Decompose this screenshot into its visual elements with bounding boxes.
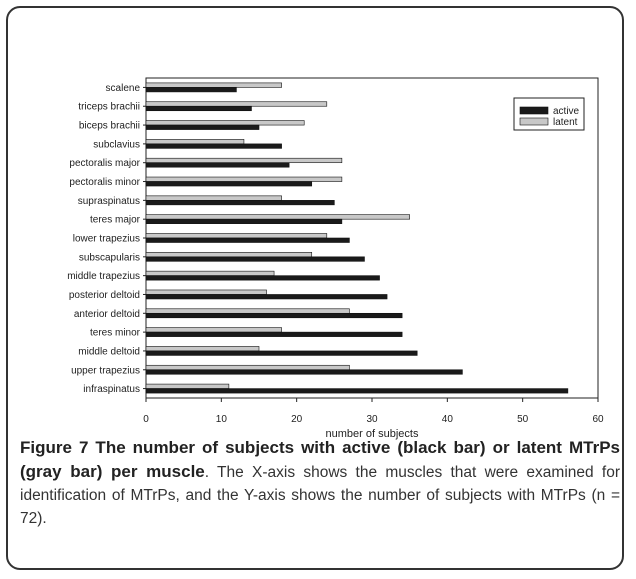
x-axis-label: number of subjects: [326, 428, 419, 440]
y-tick-label-posterior-deltoid: posterior deltoid: [69, 290, 140, 301]
x-tick-labels: 0 10 20 30 40 50 60: [143, 398, 604, 425]
x-tick-label-30: 30: [366, 414, 378, 425]
y-tick-label-scalene: scalene: [106, 83, 141, 94]
y-tick-label-triceps-brachii: triceps brachii: [78, 102, 140, 113]
y-tick-label-lower-trapezius: lower trapezius: [73, 234, 140, 245]
x-tick-label-10: 10: [216, 414, 228, 425]
legend: active latent: [513, 97, 585, 131]
bar-latent-supraspinatus: [145, 195, 282, 201]
y-tick-label-pectoralis-major: pectoralis major: [69, 158, 140, 169]
y-tick-label-biceps-brachii: biceps brachii: [79, 121, 140, 132]
bar-active-pectoralis-major: [145, 162, 290, 168]
bar-active-middle-trapezius: [145, 275, 380, 281]
bar-active-teres-minor: [145, 331, 403, 337]
y-tick-label-middle-trapezius: middle trapezius: [67, 271, 140, 282]
bar-latent-pectoralis-major: [145, 157, 343, 164]
bars-group: [145, 82, 569, 394]
bar-latent-upper-trapezius: [145, 364, 350, 371]
bar-latent-subscapularis: [145, 252, 313, 258]
bar-active-lower-trapezius: [145, 237, 350, 243]
bar-latent-anterior-deltoid: [145, 308, 350, 314]
bar-latent-teres-major: [145, 214, 410, 220]
y-tick-label-pectoralis-minor: pectoralis minor: [69, 177, 140, 188]
x-tick-label-0: 0: [143, 414, 149, 425]
y-tick-label-infraspinatus: infraspinatus: [83, 384, 140, 395]
bar-active-anterior-deltoid: [145, 312, 403, 319]
bar-chart: scalene triceps brachii biceps brachii subc…: [67, 77, 604, 440]
legend-swatch-active: [519, 106, 549, 115]
x-tick-label-40: 40: [442, 414, 454, 425]
bar-active-pectoralis-minor: [145, 181, 313, 187]
bar-latent-middle-trapezius: [145, 270, 275, 276]
bar-active-middle-deltoid: [145, 350, 418, 356]
y-tick-label-subclavius: subclavius: [93, 139, 140, 150]
y-tick-label-teres-minor: teres minor: [90, 328, 141, 339]
bar-active-subscapularis: [145, 256, 365, 262]
y-tick-label-subscapularis: subscapularis: [79, 252, 140, 263]
bar-active-scalene: [145, 87, 237, 93]
bar-latent-posterior-deltoid: [145, 289, 267, 295]
bar-latent-subclavius: [145, 139, 245, 145]
y-tick-label-teres-major: teres major: [90, 215, 141, 226]
x-tick-label-60: 60: [592, 414, 604, 425]
bar-active-teres-major: [145, 218, 343, 224]
bar-latent-biceps-brachii: [145, 120, 305, 126]
y-tick-label-anterior-deltoid: anterior deltoid: [74, 309, 140, 320]
bar-latent-scalene: [145, 82, 282, 88]
bar-active-upper-trapezius: [145, 369, 463, 375]
caption-title: Figure 7 The number of subjects with act…: [20, 438, 620, 481]
bar-latent-middle-deltoid: [145, 346, 260, 352]
y-tick-labels: scalene triceps brachii biceps brachii subc…: [67, 83, 146, 395]
bar-latent-infraspinatus: [145, 383, 230, 389]
legend-label-latent: latent: [553, 117, 578, 128]
x-tick-label-50: 50: [517, 414, 529, 425]
bar-active-supraspinatus: [145, 200, 335, 206]
x-tick-label-20: 20: [291, 414, 303, 425]
bar-active-infraspinatus: [145, 388, 569, 394]
bar-latent-teres-minor: [145, 327, 282, 333]
legend-label-active: active: [553, 106, 580, 117]
y-tick-label-middle-deltoid: middle deltoid: [78, 346, 140, 357]
bar-active-posterior-deltoid: [145, 294, 388, 300]
y-tick-label-supraspinatus: supraspinatus: [78, 196, 140, 207]
bar-active-biceps-brachii: [145, 124, 260, 130]
figure-caption: Figure 7 The number of subjects with act…: [20, 436, 620, 530]
y-tick-label-upper-trapezius: upper trapezius: [71, 365, 140, 376]
bar-active-subclavius: [145, 143, 282, 149]
bar-latent-lower-trapezius: [145, 233, 328, 239]
bar-active-triceps-brachii: [145, 105, 252, 112]
bar-latent-triceps-brachii: [145, 101, 328, 107]
caption-body: . The X-axis shows the muscles that were…: [20, 464, 620, 527]
legend-swatch-latent: [519, 117, 549, 126]
bar-latent-pectoralis-minor: [145, 176, 343, 182]
